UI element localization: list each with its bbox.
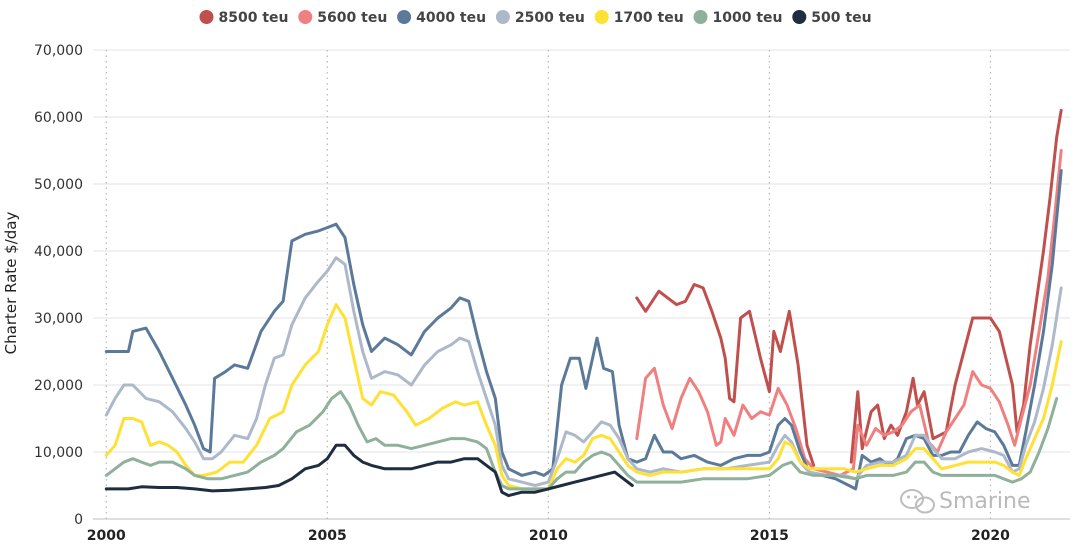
legend-item[interactable]: 500 teu (792, 10, 872, 26)
y-tick-label: 0 (74, 512, 83, 528)
legend-label: 2500 teu (515, 10, 585, 26)
legend-label: 1000 teu (713, 10, 783, 26)
series-line (635, 283, 816, 467)
legend-label: 4000 teu (416, 10, 486, 26)
series-line (104, 169, 1063, 491)
watermark-text: Smarine (939, 489, 1031, 514)
series-line (104, 256, 1063, 487)
wechat-logo-icon (900, 489, 935, 514)
legend-swatch (693, 10, 708, 24)
legend-item[interactable]: 2500 teu (495, 10, 585, 26)
axis-layer: 0 10,000 20,000 30,000 40,000 50,000 60,000 70,… (34, 43, 1010, 544)
y-tick-label: 70,000 (34, 43, 83, 59)
legend-item[interactable]: 1700 teu (594, 10, 684, 26)
legend-swatch (298, 10, 313, 24)
y-axis-title: Charter Rate $/day (2, 212, 20, 355)
legend-label: 500 teu (811, 10, 871, 26)
y-tick-label: 20,000 (34, 378, 83, 394)
legend-item[interactable]: 4000 teu (397, 10, 486, 26)
legend-item[interactable]: 8500 teu (199, 10, 289, 26)
legend-label: 8500 teu (219, 10, 289, 26)
x-tick-label: 2020 (971, 528, 1010, 544)
series-line (104, 443, 634, 498)
legend-swatch (792, 10, 807, 24)
x-tick-label: 2000 (87, 528, 126, 544)
y-tick-label: 30,000 (34, 311, 83, 327)
legend-swatch (397, 10, 412, 24)
legend-swatch (495, 10, 510, 24)
series-line (849, 108, 1063, 464)
x-tick-label: 2015 (750, 528, 789, 544)
legend-label: 5600 teu (317, 10, 387, 26)
y-tick-label: 50,000 (34, 177, 83, 193)
series-line (635, 149, 1063, 477)
legend-item[interactable]: 5600 teu (298, 10, 387, 26)
watermark: Smarine (900, 489, 1031, 514)
legend[interactable]: 8500 teu 5600 teu 4000 teu 2500 teu 1700 teu… (199, 10, 872, 26)
legend-swatch (594, 10, 609, 24)
y-tick-label: 60,000 (34, 110, 83, 126)
legend-swatch (199, 10, 214, 24)
legend-item[interactable]: 1000 teu (693, 10, 783, 26)
y-tick-label: 40,000 (34, 244, 83, 260)
x-tick-label: 2005 (308, 528, 347, 544)
y-tick-label: 10,000 (34, 445, 83, 461)
x-tick-label: 2010 (529, 528, 568, 544)
series-line (104, 390, 1059, 491)
legend-label: 1700 teu (614, 10, 684, 26)
series-line (104, 303, 1063, 491)
series-layer (104, 108, 1063, 498)
grid-layer (93, 49, 1070, 520)
